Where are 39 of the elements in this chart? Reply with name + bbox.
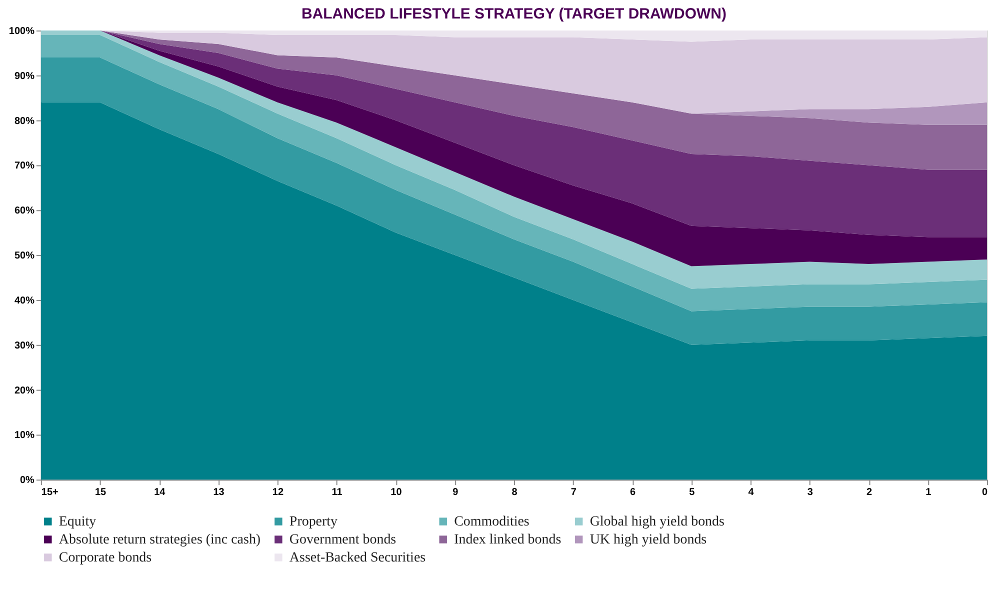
x-tick-label: 5 [689, 487, 696, 498]
legend-label: Government bonds [289, 532, 396, 548]
x-tick-label: 15+ [41, 487, 59, 498]
y-tick-label: 10% [14, 430, 35, 442]
x-tick-label: 1 [926, 487, 932, 498]
y-tick-label: 40% [14, 295, 35, 306]
legend-label: Equity [58, 514, 96, 530]
legend-label: Commodities [454, 514, 530, 530]
y-tick-label: 90% [14, 70, 35, 82]
legend-label: Absolute return strategies (inc cash) [58, 532, 261, 548]
chart-title: BALANCED LIFESTYLE STRATEGY (TARGET DRAWDOWN) [302, 6, 726, 23]
x-tick-label: 12 [272, 487, 284, 498]
x-tick-label: 7 [570, 487, 577, 498]
y-tick-label: 80% [14, 116, 35, 127]
y-tick-label: 20% [14, 385, 35, 396]
x-tick-label: 11 [332, 487, 343, 498]
x-tick-label: 8 [512, 487, 518, 498]
x-tick-label: 15 [95, 487, 107, 498]
legend-label: Index linked bonds [454, 532, 562, 548]
y-tick-label: 0% [20, 475, 35, 486]
x-tick-label: 6 [630, 487, 636, 498]
x-tick-label: 14 [154, 487, 166, 498]
y-tick-label: 60% [14, 206, 35, 217]
x-tick-label: 9 [452, 487, 459, 498]
y-tick-label: 50% [14, 250, 35, 262]
x-tick-label: 3 [807, 487, 814, 498]
x-tick-label: 10 [390, 487, 402, 498]
x-tick-label: 2 [866, 487, 872, 498]
y-tick-label: 30% [14, 340, 35, 352]
legend-label: Property [289, 514, 338, 530]
y-tick-label: 100% [8, 26, 35, 38]
legend-label: Global high yield bonds [590, 514, 724, 530]
legend-label: Corporate bonds [58, 550, 152, 566]
y-tick-label: 70% [14, 160, 35, 172]
x-tick-label: 0 [982, 487, 988, 498]
x-tick-label: 13 [213, 487, 225, 498]
legend-label: Asset-Backed Securities [289, 550, 426, 566]
x-tick-label: 4 [748, 487, 754, 498]
legend-label: UK high yield bonds [590, 532, 707, 548]
